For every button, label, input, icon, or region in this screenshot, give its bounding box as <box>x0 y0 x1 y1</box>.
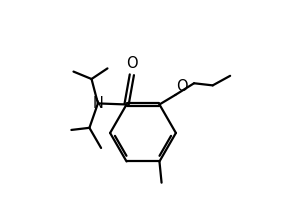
Text: O: O <box>126 56 138 71</box>
Text: N: N <box>92 96 103 111</box>
Text: O: O <box>176 79 188 94</box>
